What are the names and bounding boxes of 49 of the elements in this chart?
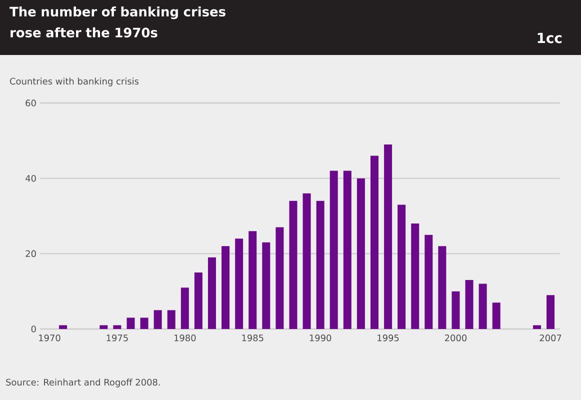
- bar: [113, 325, 122, 329]
- bar: [438, 246, 446, 329]
- bar: [343, 170, 352, 329]
- bar: [302, 193, 311, 329]
- bar: [59, 325, 68, 329]
- y-axis-title: Countries with banking crisis: [10, 78, 139, 86]
- bar: [154, 310, 162, 329]
- x-tick-label: 1990: [310, 334, 332, 342]
- bar: [546, 295, 555, 329]
- bar: [248, 231, 257, 329]
- bar: [100, 325, 108, 329]
- bar: [235, 238, 244, 329]
- bar: [140, 318, 148, 329]
- source-note: Source: Reinhart and Rogoff 2008.: [6, 378, 160, 388]
- y-tick-label: 0: [31, 326, 36, 332]
- bar: [478, 284, 487, 329]
- bar: [289, 200, 298, 329]
- x-tick-label: 1985: [242, 334, 264, 342]
- bar: [465, 280, 474, 329]
- x-tick-label: 1970: [39, 334, 60, 342]
- bar: [424, 234, 433, 329]
- x-tick-label: 1980: [174, 334, 196, 342]
- x-tick-label: 1975: [106, 334, 128, 342]
- x-tick-label: 2007: [540, 334, 562, 342]
- bar: [452, 291, 460, 329]
- chart-title: The number of banking crises rose after the 1970s: [10, 6, 226, 38]
- bar: [208, 257, 216, 329]
- bar: [384, 144, 392, 329]
- bar: [398, 204, 406, 329]
- text: 1cc: [538, 32, 562, 44]
- bar: [492, 302, 500, 329]
- bar: [356, 178, 365, 329]
- y-tick-label: 20: [26, 250, 36, 258]
- bar: [167, 310, 176, 329]
- bar: [316, 200, 324, 329]
- y-tick-label: 60: [26, 100, 36, 106]
- bar: [532, 325, 541, 329]
- bar: [180, 288, 189, 329]
- bar: [262, 242, 270, 329]
- x-tick-label: 1995: [378, 334, 399, 342]
- bar: [411, 224, 420, 329]
- bar: [222, 246, 230, 329]
- bar: [276, 227, 284, 329]
- x-tick-label: 2000: [444, 334, 467, 342]
- y-tick-label: 40: [26, 174, 36, 182]
- bar: [370, 156, 378, 329]
- bar: [194, 272, 202, 329]
- bar: [126, 318, 135, 329]
- bar: [330, 170, 338, 329]
